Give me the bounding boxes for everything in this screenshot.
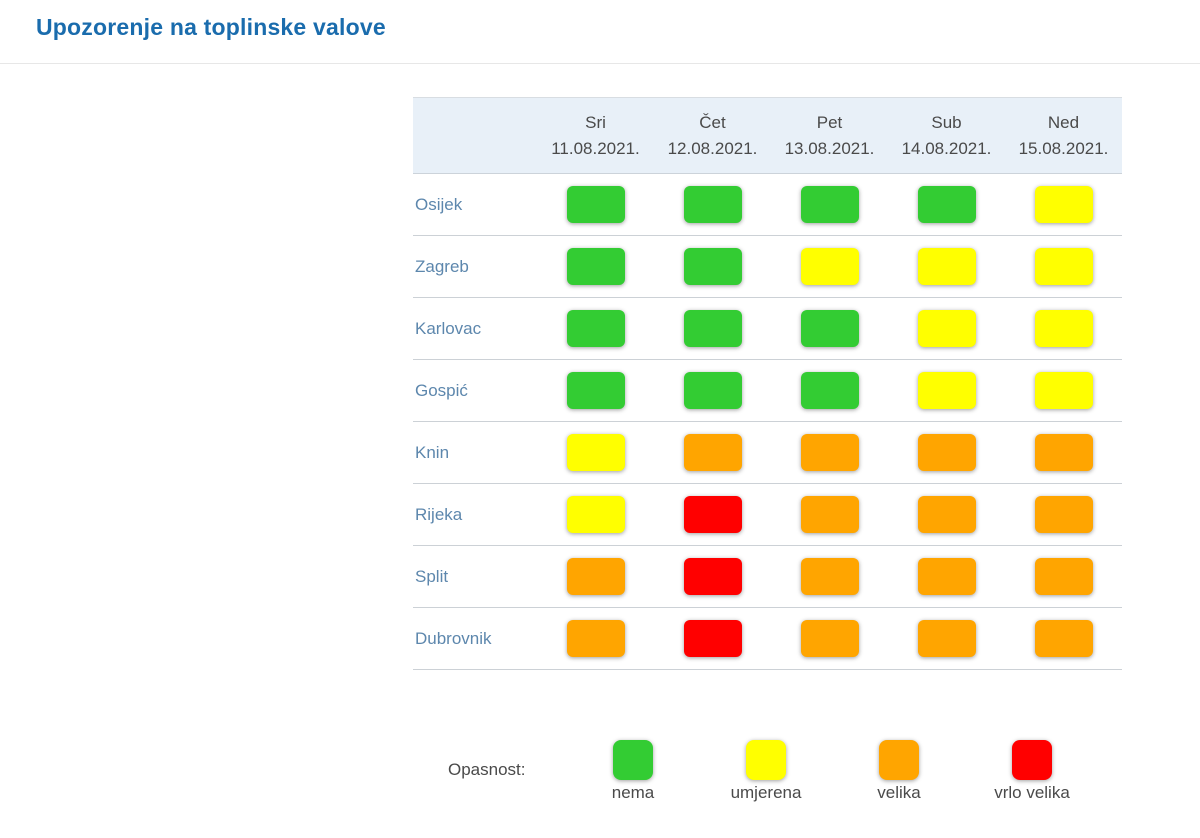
day-header-sri: Sri 11.08.2021.	[537, 110, 654, 162]
city-link-gospic[interactable]: Gospić	[415, 380, 468, 400]
warning-cell	[683, 372, 742, 409]
legend-item-label: umjerena	[730, 783, 802, 802]
warning-cell	[683, 558, 742, 595]
warning-cell	[1034, 248, 1093, 285]
city-link-rijeka[interactable]: Rijeka	[415, 504, 463, 524]
legend-item-umjerena: umjerena	[711, 740, 821, 803]
day-date: 14.08.2021.	[901, 138, 992, 158]
color-swatch-red	[1012, 740, 1052, 780]
title-divider	[0, 63, 1200, 64]
warning-cell	[683, 248, 742, 285]
warning-cell	[683, 434, 742, 471]
warning-cell	[917, 248, 976, 285]
warning-cell	[683, 310, 742, 347]
warning-cell	[566, 186, 625, 223]
city-link-dubrovnik[interactable]: Dubrovnik	[415, 628, 492, 648]
city-link-osijek[interactable]: Osijek	[415, 194, 463, 214]
table-row-gospic: Gospić	[413, 360, 1122, 422]
warning-cell	[683, 186, 742, 223]
danger-legend: Opasnost: nema umjerena velika vrlo veli…	[448, 740, 1200, 803]
warning-cell	[566, 620, 625, 657]
warning-cell	[683, 620, 742, 657]
day-name: Ned	[1047, 112, 1080, 132]
warning-cell	[917, 434, 976, 471]
warning-cell	[800, 372, 859, 409]
day-name: Čet	[699, 112, 726, 132]
table-header-row: Sri 11.08.2021. Čet 12.08.2021. Pet 13.0…	[413, 97, 1122, 174]
legend-label: Opasnost:	[448, 760, 526, 779]
day-header-pet: Pet 13.08.2021.	[771, 110, 888, 162]
legend-item-label: vrlo velika	[994, 783, 1070, 802]
warning-cell	[1034, 558, 1093, 595]
warning-cell	[566, 496, 625, 533]
warning-cell	[566, 558, 625, 595]
legend-item-label: velika	[877, 783, 921, 802]
warning-cell	[1034, 186, 1093, 223]
warning-cell	[800, 310, 859, 347]
warning-cell	[800, 186, 859, 223]
day-header-ned: Ned 15.08.2021.	[1005, 110, 1122, 162]
table-row-split: Split	[413, 546, 1122, 608]
city-link-karlovac[interactable]: Karlovac	[415, 318, 482, 338]
warning-cell	[800, 434, 859, 471]
warning-cell	[917, 620, 976, 657]
day-name: Sri	[585, 112, 606, 132]
city-link-zagreb[interactable]: Zagreb	[415, 256, 469, 276]
legend-item-velika: velika	[844, 740, 954, 803]
warning-cell	[800, 248, 859, 285]
day-date: 15.08.2021.	[1018, 138, 1109, 158]
table-row-osijek: Osijek	[413, 174, 1122, 236]
warning-cell	[917, 496, 976, 533]
day-header-sub: Sub 14.08.2021.	[888, 110, 1005, 162]
page-title: Upozorenje na toplinske valove	[36, 14, 386, 40]
warning-cell	[1034, 372, 1093, 409]
color-swatch-orange	[879, 740, 919, 780]
warning-cell	[566, 310, 625, 347]
warning-cell	[566, 248, 625, 285]
heatwave-warning-table: Sri 11.08.2021. Čet 12.08.2021. Pet 13.0…	[413, 97, 1122, 670]
day-header-cet: Čet 12.08.2021.	[654, 110, 771, 162]
table-row-rijeka: Rijeka	[413, 484, 1122, 546]
warning-cell	[800, 620, 859, 657]
table-row-knin: Knin	[413, 422, 1122, 484]
day-date: 11.08.2021.	[551, 138, 640, 158]
day-name: Pet	[816, 112, 843, 132]
legend-item-vrlo-velika: vrlo velika	[977, 740, 1087, 803]
city-link-knin[interactable]: Knin	[415, 442, 450, 462]
city-link-split[interactable]: Split	[415, 566, 449, 586]
warning-cell	[1034, 496, 1093, 533]
warning-cell	[566, 372, 625, 409]
warning-cell	[917, 372, 976, 409]
color-swatch-green	[613, 740, 653, 780]
warning-cell	[1034, 434, 1093, 471]
day-date: 12.08.2021.	[667, 138, 758, 158]
warning-cell	[683, 496, 742, 533]
color-swatch-yellow	[746, 740, 786, 780]
day-name: Sub	[931, 112, 962, 132]
day-date: 13.08.2021.	[784, 138, 875, 158]
legend-item-label: nema	[611, 783, 655, 802]
table-row-karlovac: Karlovac	[413, 298, 1122, 360]
warning-cell	[917, 558, 976, 595]
warning-cell	[800, 496, 859, 533]
warning-cell	[917, 186, 976, 223]
warning-cell	[917, 310, 976, 347]
table-row-dubrovnik: Dubrovnik	[413, 608, 1122, 670]
table-row-zagreb: Zagreb	[413, 236, 1122, 298]
warning-cell	[566, 434, 625, 471]
warning-cell	[1034, 620, 1093, 657]
warning-cell	[800, 558, 859, 595]
legend-item-nema: nema	[578, 740, 688, 803]
warning-cell	[1034, 310, 1093, 347]
